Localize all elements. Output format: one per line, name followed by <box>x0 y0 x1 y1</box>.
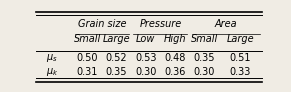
Text: Area: Area <box>214 19 237 29</box>
Text: Large: Large <box>227 34 254 44</box>
Text: 0.30: 0.30 <box>135 67 157 77</box>
Text: $\mu_s$: $\mu_s$ <box>46 52 58 64</box>
Text: 0.36: 0.36 <box>164 67 186 77</box>
Text: Small: Small <box>74 34 101 44</box>
Text: Small: Small <box>191 34 218 44</box>
Text: Large: Large <box>103 34 130 44</box>
Text: $\mu_k$: $\mu_k$ <box>46 66 58 78</box>
Text: 0.35: 0.35 <box>194 53 215 63</box>
Text: 0.53: 0.53 <box>135 53 157 63</box>
Text: 0.33: 0.33 <box>230 67 251 77</box>
Text: 0.48: 0.48 <box>164 53 186 63</box>
Text: 0.31: 0.31 <box>77 67 98 77</box>
Text: 0.50: 0.50 <box>76 53 98 63</box>
Text: High: High <box>164 34 186 44</box>
Text: Low: Low <box>136 34 155 44</box>
Text: 0.52: 0.52 <box>106 53 127 63</box>
Text: 0.30: 0.30 <box>194 67 215 77</box>
Text: 0.35: 0.35 <box>106 67 127 77</box>
Text: 0.51: 0.51 <box>230 53 251 63</box>
Text: Grain size: Grain size <box>77 19 126 29</box>
Text: Pressure: Pressure <box>139 19 182 29</box>
